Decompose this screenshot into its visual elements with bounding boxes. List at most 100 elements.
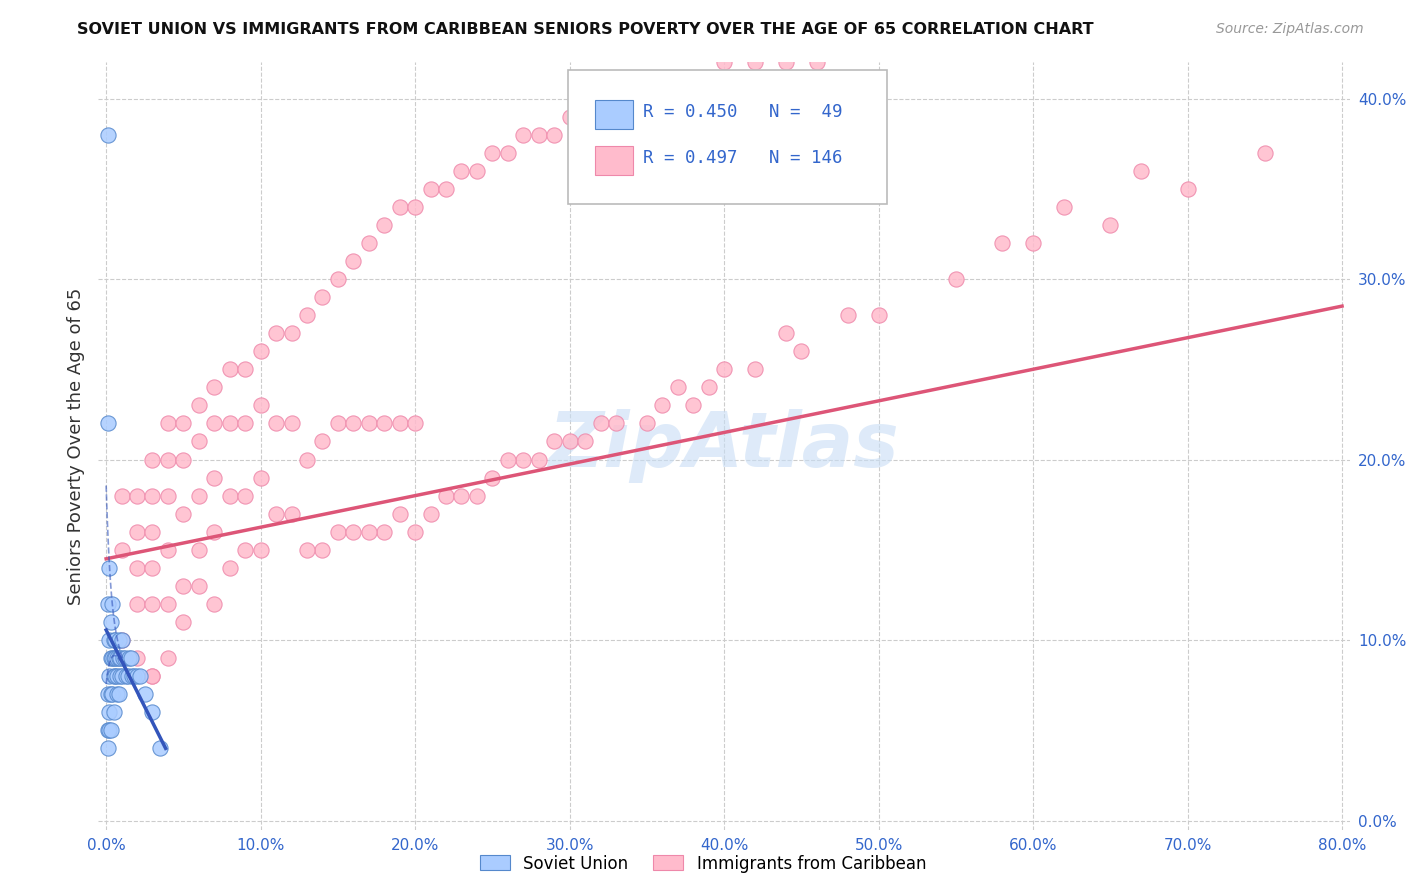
Point: [202, 470, 225, 484]
FancyBboxPatch shape: [568, 70, 887, 204]
Point: [342, 524, 364, 539]
Point: [713, 55, 735, 70]
Point: [682, 73, 704, 87]
Point: [110, 542, 132, 557]
Point: [115, 669, 138, 683]
Point: [682, 398, 704, 412]
Point: [295, 452, 318, 467]
Point: [295, 542, 318, 557]
Point: [697, 380, 720, 394]
Point: [121, 669, 143, 683]
Point: [156, 651, 179, 665]
Point: [141, 705, 163, 719]
Point: [388, 507, 411, 521]
Point: [249, 344, 271, 359]
Point: [342, 417, 364, 431]
Point: [1053, 37, 1076, 52]
Point: [666, 380, 689, 394]
Point: [295, 308, 318, 322]
Point: [97, 417, 120, 431]
Point: [527, 128, 550, 142]
Point: [527, 452, 550, 467]
Point: [558, 434, 581, 449]
Point: [543, 434, 565, 449]
Point: [233, 417, 256, 431]
FancyBboxPatch shape: [595, 100, 633, 129]
Point: [100, 615, 122, 629]
Point: [1084, 37, 1107, 52]
Point: [141, 561, 163, 575]
Point: [264, 417, 287, 431]
Point: [156, 542, 179, 557]
Point: [636, 417, 658, 431]
Point: [651, 398, 673, 412]
Point: [172, 507, 194, 521]
Point: [465, 163, 488, 178]
Point: [1130, 163, 1153, 178]
Point: [1177, 182, 1199, 196]
Point: [326, 524, 349, 539]
Point: [122, 669, 145, 683]
Point: [666, 73, 689, 87]
Point: [326, 417, 349, 431]
Point: [249, 470, 271, 484]
Point: [187, 542, 209, 557]
Point: [156, 452, 179, 467]
Point: [110, 489, 132, 503]
Point: [187, 434, 209, 449]
Point: [101, 687, 124, 701]
Point: [605, 91, 627, 105]
Point: [744, 55, 766, 70]
Point: [141, 669, 163, 683]
Point: [249, 398, 271, 412]
Point: [110, 633, 132, 648]
Point: [118, 651, 141, 665]
Point: [1053, 200, 1076, 214]
Point: [249, 542, 271, 557]
Point: [357, 524, 380, 539]
Point: [107, 651, 129, 665]
Point: [103, 633, 125, 648]
Point: [156, 417, 179, 431]
Point: [543, 128, 565, 142]
Point: [112, 651, 135, 665]
Point: [141, 489, 163, 503]
Y-axis label: Seniors Poverty Over the Age of 65: Seniors Poverty Over the Age of 65: [66, 287, 84, 605]
Point: [103, 669, 125, 683]
Point: [141, 597, 163, 611]
Point: [100, 687, 122, 701]
Point: [311, 434, 333, 449]
Point: [117, 669, 139, 683]
Text: R = 0.497   N = 146: R = 0.497 N = 146: [643, 149, 842, 168]
Point: [110, 633, 132, 648]
Point: [280, 417, 302, 431]
Point: [311, 542, 333, 557]
Point: [651, 73, 673, 87]
Point: [388, 200, 411, 214]
Legend: Soviet Union, Immigrants from Caribbean: Soviet Union, Immigrants from Caribbean: [474, 848, 932, 880]
Point: [434, 489, 457, 503]
Point: [868, 37, 890, 52]
Text: ZipAtlas: ZipAtlas: [548, 409, 900, 483]
Point: [104, 669, 127, 683]
Point: [404, 417, 426, 431]
Point: [108, 651, 131, 665]
Point: [744, 362, 766, 376]
Point: [125, 597, 148, 611]
Point: [589, 417, 612, 431]
Point: [103, 705, 125, 719]
Point: [107, 633, 129, 648]
Point: [172, 579, 194, 593]
Point: [218, 489, 240, 503]
Point: [104, 633, 127, 648]
Point: [558, 110, 581, 124]
Point: [97, 597, 120, 611]
Point: [837, 308, 859, 322]
Point: [574, 110, 596, 124]
Point: [101, 651, 124, 665]
Point: [574, 434, 596, 449]
Point: [98, 705, 121, 719]
Point: [187, 398, 209, 412]
Point: [434, 182, 457, 196]
Point: [450, 163, 472, 178]
